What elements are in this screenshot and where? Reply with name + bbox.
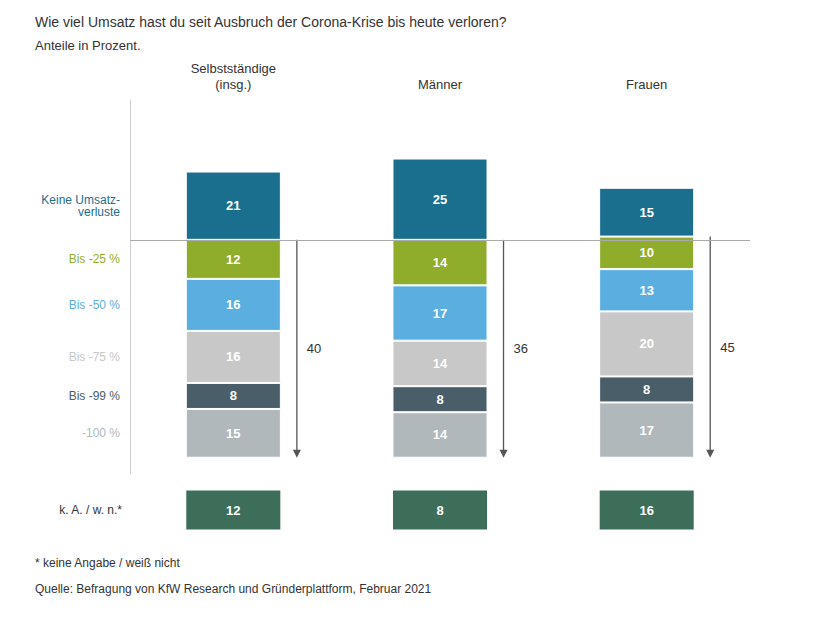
- svg-text:12: 12: [226, 503, 240, 518]
- svg-text:8: 8: [436, 392, 443, 407]
- svg-text:Bis -50 %: Bis -50 %: [69, 298, 121, 312]
- svg-text:36: 36: [514, 341, 528, 356]
- svg-text:(insg.): (insg.): [215, 77, 251, 92]
- svg-text:8: 8: [643, 382, 650, 397]
- svg-text:21: 21: [226, 198, 240, 213]
- svg-text:15: 15: [226, 426, 240, 441]
- svg-text:8: 8: [436, 503, 443, 518]
- svg-text:Männer: Männer: [418, 77, 463, 92]
- svg-text:14: 14: [433, 427, 448, 442]
- svg-text:Wie viel Umsatz hast du seit A: Wie viel Umsatz hast du seit Ausbruch de…: [35, 14, 507, 30]
- svg-text:Keine Umsatz-: Keine Umsatz-: [41, 192, 120, 207]
- svg-text:k. A. / w. n.*: k. A. / w. n.*: [59, 503, 122, 517]
- svg-text:8: 8: [230, 388, 237, 403]
- svg-text:Bis -75 %: Bis -75 %: [69, 350, 121, 364]
- svg-text:15: 15: [639, 205, 653, 220]
- svg-text:Frauen: Frauen: [626, 77, 667, 92]
- svg-text:40: 40: [307, 341, 321, 356]
- svg-text:* keine Angabe / weiß nicht: * keine Angabe / weiß nicht: [35, 556, 180, 570]
- svg-text:16: 16: [226, 297, 240, 312]
- svg-text:16: 16: [226, 349, 240, 364]
- svg-text:-100 %: -100 %: [82, 426, 120, 440]
- svg-text:10: 10: [639, 245, 653, 260]
- svg-text:Bis -99 %: Bis -99 %: [69, 389, 121, 403]
- svg-text:14: 14: [433, 356, 448, 371]
- svg-text:Quelle: Befragung von KfW Rese: Quelle: Befragung von KfW Research und G…: [35, 582, 432, 596]
- svg-text:Anteile in Prozent.: Anteile in Prozent.: [35, 38, 141, 53]
- svg-text:20: 20: [639, 336, 653, 351]
- svg-text:verluste: verluste: [78, 205, 120, 219]
- svg-text:Selbstständige: Selbstständige: [191, 61, 276, 76]
- svg-text:25: 25: [433, 192, 447, 207]
- svg-text:17: 17: [433, 306, 447, 321]
- svg-text:12: 12: [226, 252, 240, 267]
- svg-text:14: 14: [433, 255, 448, 270]
- svg-text:Bis -25 %: Bis -25 %: [69, 252, 121, 266]
- svg-text:13: 13: [639, 283, 653, 298]
- svg-text:45: 45: [720, 340, 734, 355]
- svg-text:16: 16: [639, 503, 653, 518]
- svg-text:17: 17: [639, 423, 653, 438]
